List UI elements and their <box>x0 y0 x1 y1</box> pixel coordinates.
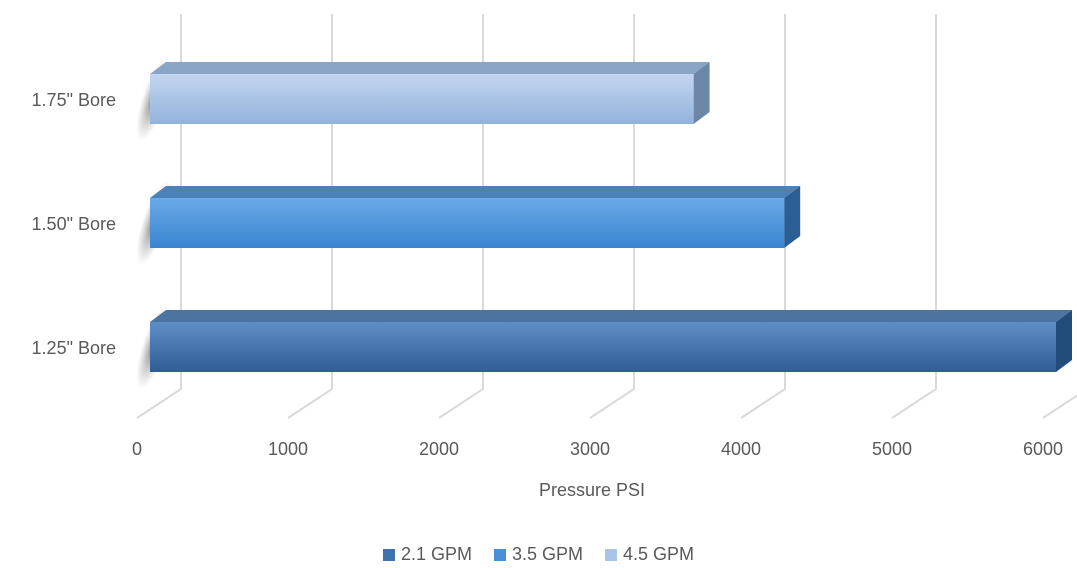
x-tick-label: 4000 <box>721 439 761 459</box>
legend-swatch <box>493 548 506 561</box>
gridline <box>1042 394 1077 419</box>
x-axis-title: Pressure PSI <box>539 480 645 500</box>
gridline <box>891 14 937 419</box>
x-tick-label: 5000 <box>872 439 912 459</box>
gridline <box>589 14 635 419</box>
gridline <box>287 14 333 419</box>
x-tick-labels: 0 1000 2000 3000 4000 5000 6000 <box>132 439 1063 459</box>
x-tick-label: 3000 <box>570 439 610 459</box>
legend-item: 4.5 GPM <box>605 544 694 565</box>
bar <box>150 310 1072 372</box>
bar-end-face <box>784 186 801 248</box>
gridline <box>438 14 484 419</box>
legend-label: 3.5 GPM <box>511 544 584 564</box>
bar-top-face <box>150 62 710 74</box>
bar-end-face <box>693 62 710 124</box>
x-tick-label: 6000 <box>1023 439 1063 459</box>
bar <box>150 62 710 124</box>
legend-item: 2.1 GPM <box>382 544 472 565</box>
category-label: 1.50" Bore <box>32 214 116 234</box>
bar-top-face <box>150 310 1072 322</box>
x-tick-label: 0 <box>132 439 142 459</box>
legend-swatch <box>382 548 395 561</box>
x-tick-label: 1000 <box>268 439 308 459</box>
bars <box>150 62 1072 372</box>
category-labels: 1.25" Bore 1.50" Bore 1.75" Bore <box>32 90 116 358</box>
category-label: 1.75" Bore <box>32 90 116 110</box>
bar-end-face <box>1056 310 1072 372</box>
legend-swatch <box>605 548 618 561</box>
bar-front-face <box>150 198 785 248</box>
gridlines <box>136 14 1077 419</box>
bar-front-face <box>150 322 1056 372</box>
bar-front-face <box>150 74 694 124</box>
x-tick-label: 2000 <box>419 439 459 459</box>
legend-label: 4.5 GPM <box>623 544 695 564</box>
gridline <box>740 14 786 419</box>
legend-label: 2.1 GPM <box>400 544 472 564</box>
bar-top-face <box>150 186 801 198</box>
bar <box>150 186 801 248</box>
legend: 2.1 GPM 3.5 GPM 4.5 GPM <box>0 544 1077 565</box>
legend-item: 3.5 GPM <box>493 544 584 565</box>
category-label: 1.25" Bore <box>32 338 116 358</box>
